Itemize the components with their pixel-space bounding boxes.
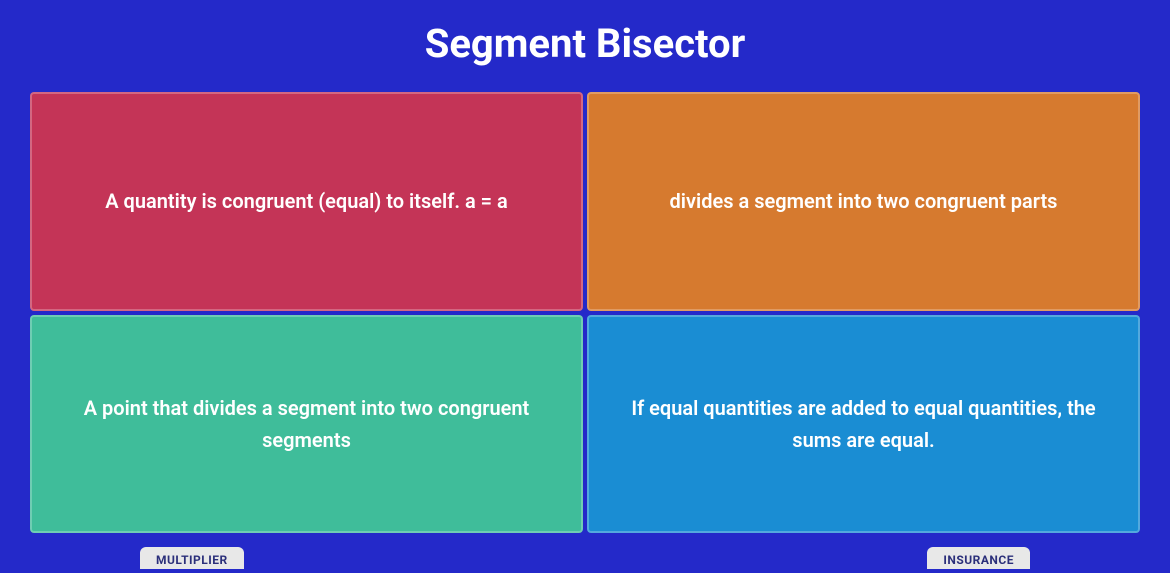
page-title: Segment Bisector	[20, 20, 1150, 67]
answer-text: divides a segment into two congruent par…	[670, 185, 1058, 217]
answer-card-2[interactable]: divides a segment into two congruent par…	[587, 92, 1140, 311]
quiz-screen: Segment Bisector A quantity is congruent…	[0, 0, 1170, 573]
answer-text: A quantity is congruent (equal) to itsel…	[105, 185, 508, 217]
bottom-strip: MULTIPLIER INSURANCE	[20, 533, 1150, 573]
answer-grid: A quantity is congruent (equal) to itsel…	[20, 92, 1150, 533]
multiplier-tag[interactable]: MULTIPLIER	[140, 547, 244, 569]
answer-card-1[interactable]: A quantity is congruent (equal) to itsel…	[30, 92, 583, 311]
answer-text: A point that divides a segment into two …	[62, 392, 551, 456]
title-area: Segment Bisector	[20, 10, 1150, 92]
answer-card-4[interactable]: If equal quantities are added to equal q…	[587, 315, 1140, 534]
answer-card-3[interactable]: A point that divides a segment into two …	[30, 315, 583, 534]
insurance-tag[interactable]: INSURANCE	[927, 547, 1030, 569]
answer-text: If equal quantities are added to equal q…	[619, 392, 1108, 456]
